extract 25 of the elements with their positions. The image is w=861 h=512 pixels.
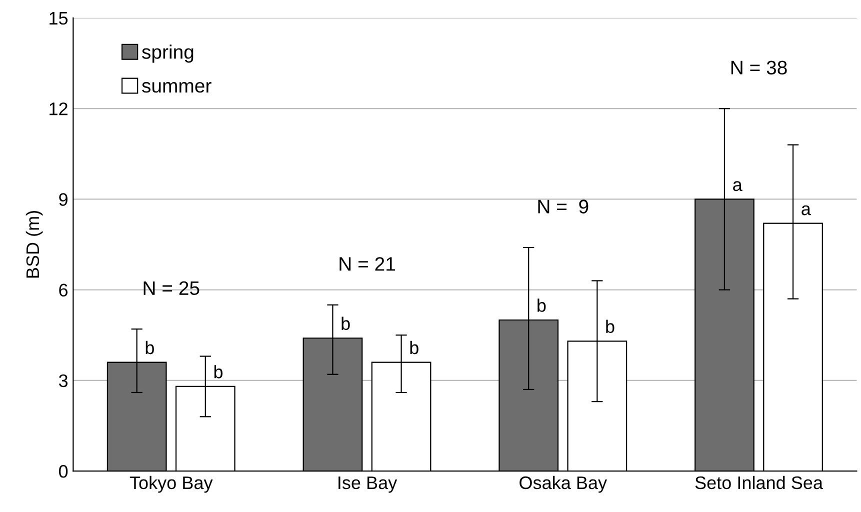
- annotation: N = 21: [340, 257, 395, 271]
- annotation: N = 38: [731, 60, 787, 74]
- y-tick-label: 12: [50, 102, 68, 116]
- legend-label: summer: [142, 82, 212, 93]
- data-label: b: [606, 320, 614, 334]
- data-label: b: [146, 340, 154, 354]
- annotation: N = 9: [538, 200, 588, 214]
- data-label: b: [410, 340, 418, 354]
- data-label: b: [214, 365, 223, 378]
- y-tick-label: 0: [58, 464, 68, 478]
- data-label: a: [802, 205, 811, 216]
- data-label: a: [733, 181, 742, 192]
- y-tick-label: 9: [59, 193, 68, 206]
- y-tick-label: 3: [58, 374, 68, 388]
- x-tick-label: Ise Bay: [338, 476, 398, 493]
- y-tick-label: 15: [50, 12, 68, 25]
- y-tick-label: 6: [59, 284, 68, 297]
- x-tick-label: Tokyo Bay: [130, 476, 213, 493]
- y-axis-title: BSD (m): [26, 210, 43, 278]
- annotation: N = 25: [144, 281, 200, 296]
- x-tick-label: Seto Inland Sea: [695, 476, 824, 490]
- data-label: b: [342, 316, 350, 330]
- data-label: b: [538, 298, 546, 312]
- legend-label: spring: [142, 44, 194, 63]
- x-tick-label: Osaka Bay: [520, 476, 607, 493]
